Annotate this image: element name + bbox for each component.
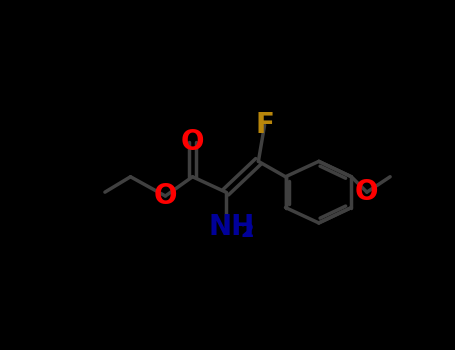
Text: O: O (355, 178, 379, 206)
Text: F: F (255, 111, 274, 139)
Text: 2: 2 (241, 222, 254, 241)
Text: NH: NH (209, 213, 255, 241)
Text: O: O (181, 128, 204, 156)
Text: O: O (154, 182, 177, 210)
